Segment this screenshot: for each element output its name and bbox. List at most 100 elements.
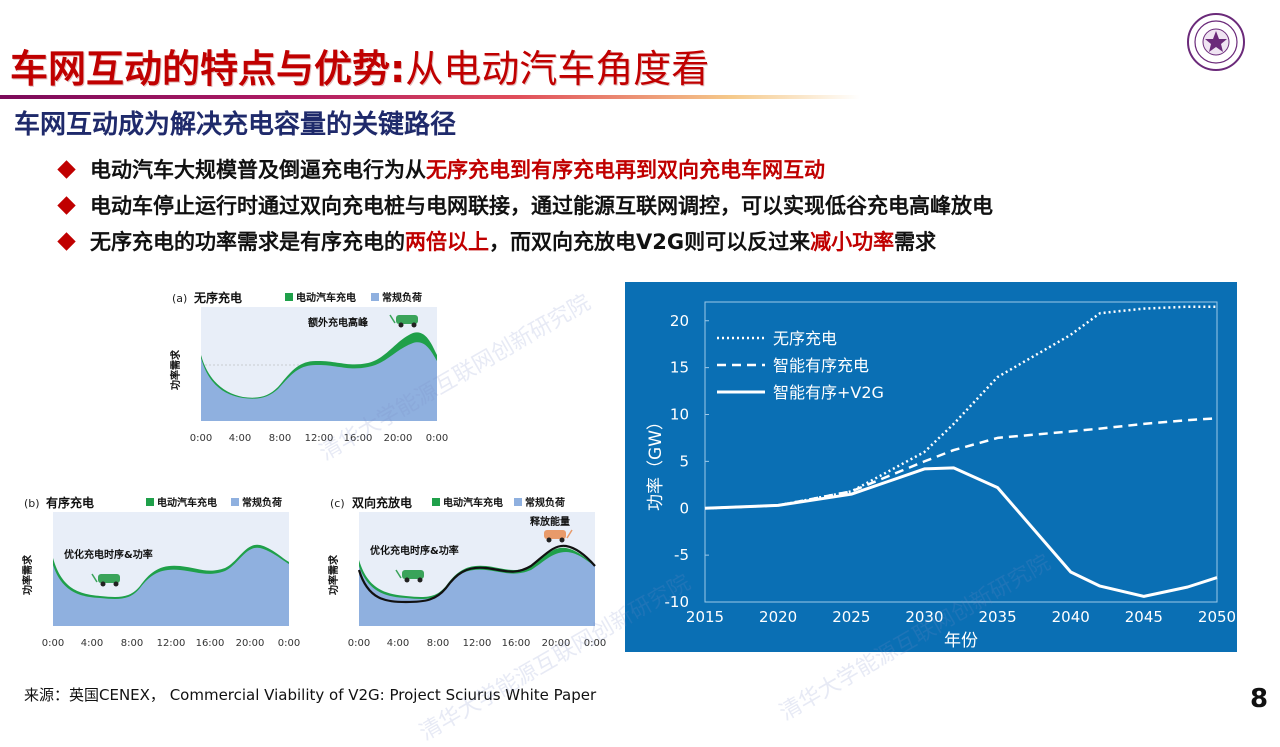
y-tick-label: 15 (670, 359, 689, 377)
bullet-item-1: 电动汽车大规模普及倒逼充电行为从无序充电到有序充电再到双向充电车网互动 (57, 152, 993, 188)
legend-base-swatch (231, 498, 239, 506)
legend-base-swatch (371, 293, 379, 301)
panel-b-name: 有序充电 (46, 495, 94, 510)
svg-text:0:00: 0:00 (42, 638, 64, 649)
bullet-list: 电动汽车大规模普及倒逼充电行为从无序充电到有序充电再到双向充电车网互动 电动车停… (57, 152, 993, 260)
svg-text:0:00: 0:00 (278, 638, 300, 649)
y-axis-label: 功率（GW） (646, 413, 666, 511)
section-subtitle: 车网互动成为解决充电容量的关键路径 (14, 110, 457, 140)
legend-base-label: 常规负荷 (242, 496, 282, 509)
svg-text:4:00: 4:00 (229, 433, 251, 444)
title-underline (0, 95, 860, 99)
x-tick-label: 2050 (1198, 608, 1236, 626)
x-tick-label: 2020 (759, 608, 797, 626)
y-axis-label: 功率需求 (327, 554, 340, 595)
discharging-car-icon (544, 529, 573, 543)
car-icon (395, 569, 424, 583)
series-line-1 (704, 305, 1217, 510)
legend-ev-label: 电动汽车充电 (443, 496, 503, 509)
legend-ev-label: 电动汽车充电 (157, 496, 217, 509)
x-tick-label: 2015 (686, 608, 724, 626)
x-tick-labels: 2015 2020 2025 2030 2035 2040 2045 2050 (686, 608, 1236, 626)
base-load-area (201, 342, 437, 421)
series-line-3 (704, 466, 1218, 598)
y-tick-labels: 20 15 10 5 0 -5 -10 (665, 312, 709, 611)
y-axis-label: 功率需求 (169, 349, 182, 390)
diamond-bullet-icon (57, 232, 76, 251)
svg-text:12:00: 12:00 (463, 638, 492, 649)
legend-ev-swatch (146, 498, 154, 506)
x-tick-label: 2030 (905, 608, 943, 626)
legend-base-label: 常规负荷 (525, 496, 565, 509)
legend-label-1: 无序充电 (773, 329, 837, 348)
base-load-area (359, 552, 595, 626)
bullet-item-3: 无序充电的功率需求是有序充电的两倍以上，而双向充放电V2G则可以反过来减小功率需… (57, 224, 993, 260)
y-tick-label: -5 (674, 546, 689, 564)
y-tick-label: 5 (679, 452, 689, 470)
y-axis-label: 功率需求 (21, 554, 34, 595)
legend-base-swatch (514, 498, 522, 506)
load-chart-coordinated: (b) 有序充电 电动汽车充电 常规负荷 优化充电时序&功率 功率需求 0:00… (21, 495, 300, 649)
svg-text:8:00: 8:00 (269, 433, 291, 444)
legend-ev-label: 电动汽车充电 (296, 291, 356, 304)
panel-a-name: 无序充电 (193, 290, 242, 305)
svg-text:0:00: 0:00 (584, 638, 606, 649)
legend-base-label: 常规负荷 (382, 291, 422, 304)
source-citation: 来源：英国CENEX， Commercial Viability of V2G:… (24, 686, 597, 704)
y-tick-label: -10 (665, 593, 690, 611)
svg-text:4:00: 4:00 (81, 638, 103, 649)
y-tick-label: 20 (670, 312, 689, 330)
series-line-2 (704, 417, 1218, 510)
university-seal-icon (1187, 13, 1245, 71)
svg-text:20:00: 20:00 (542, 638, 571, 649)
series-lines (704, 305, 1218, 598)
annotation-optimize: 优化充电时序&功率 (64, 548, 153, 561)
panel-a-tag: (a) (172, 292, 187, 305)
svg-text:20:00: 20:00 (236, 638, 265, 649)
annotation-optimize: 优化充电时序&功率 (370, 544, 459, 557)
panel-c-name: 双向充放电 (352, 495, 412, 510)
svg-text:20:00: 20:00 (384, 433, 413, 444)
svg-text:0:00: 0:00 (348, 638, 370, 649)
diamond-bullet-icon (57, 196, 76, 215)
svg-text:4:00: 4:00 (387, 638, 409, 649)
svg-text:12:00: 12:00 (305, 433, 334, 444)
x-tick-label: 2040 (1052, 608, 1090, 626)
net-load-line (357, 544, 596, 604)
x-axis-label: 年份 (944, 631, 978, 651)
annotation-release-energy: 释放能量 (530, 515, 570, 528)
svg-text:8:00: 8:00 (427, 638, 449, 649)
svg-text:0:00: 0:00 (190, 433, 212, 444)
svg-text:16:00: 16:00 (344, 433, 373, 444)
car-icon (91, 573, 120, 587)
panel-c-tag: (c) (330, 497, 345, 510)
legend-label-3: 智能有序+V2G (773, 383, 884, 402)
load-chart-bidirectional: (c) 双向充放电 电动汽车充电 常规负荷 优化充电时序&功率 释放能量 功率需… (327, 495, 606, 649)
plot-frame (704, 301, 1218, 603)
svg-text:12:00: 12:00 (157, 638, 186, 649)
bullet-item-2: 电动车停止运行时通过双向充电桩与电网联接，通过能源互联网调控，可以实现低谷充电高… (57, 188, 993, 224)
load-chart-uncoordinated: (a) 无序充电 电动汽车充电 常规负荷 额外充电高峰 功率需求 0:00 4:… (169, 290, 448, 444)
panel-b-tag: (b) (24, 497, 40, 510)
diamond-bullet-icon (57, 160, 76, 179)
y-tick-label: 0 (679, 499, 689, 517)
x-tick-label: 2025 (832, 608, 870, 626)
svg-text:8:00: 8:00 (121, 638, 143, 649)
x-tick-label: 2035 (978, 608, 1016, 626)
x-tick-labels: 0:00 4:00 8:00 12:00 16:00 20:00 0:00 (348, 638, 606, 649)
x-tick-label: 2045 (1125, 608, 1163, 626)
page-number: 8 (1250, 684, 1269, 714)
legend-ev-swatch (285, 293, 293, 301)
base-load-area (53, 547, 289, 626)
x-tick-labels: 0:00 4:00 8:00 12:00 16:00 20:00 0:00 (190, 433, 448, 444)
svg-text:0:00: 0:00 (426, 433, 448, 444)
y-tick-label: 10 (670, 406, 689, 424)
chart-background (625, 282, 1237, 652)
car-icon (389, 314, 418, 328)
x-tick-labels: 0:00 4:00 8:00 12:00 16:00 20:00 0:00 (42, 638, 300, 649)
page-title: 车网互动的特点与优势:从电动汽车角度看 (10, 47, 710, 91)
legend-ev-swatch (432, 498, 440, 506)
annotation-extra-peak: 额外充电高峰 (308, 316, 369, 329)
